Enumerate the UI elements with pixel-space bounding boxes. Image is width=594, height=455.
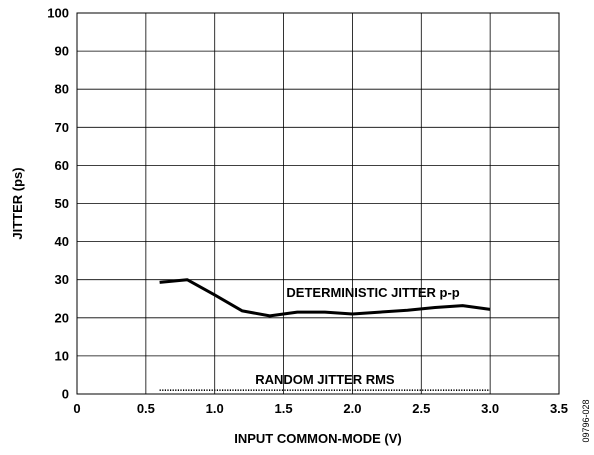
x-tick-label: 0: [73, 401, 80, 416]
annotation-random-jitter: RANDOM JITTER RMS: [255, 372, 395, 387]
y-tick-label: 20: [55, 310, 69, 325]
y-axis-title: JITTER (ps): [10, 167, 25, 239]
y-tick-label: 10: [55, 348, 69, 363]
y-tick-label: 0: [62, 387, 69, 402]
x-tick-label: 3.5: [550, 401, 568, 416]
y-tick-label: 70: [55, 120, 69, 135]
x-tick-label: 3.0: [481, 401, 499, 416]
x-tick-label: 1.0: [206, 401, 224, 416]
series-line-0: [159, 278, 491, 318]
y-tick-label: 40: [55, 234, 69, 249]
x-axis-title: INPUT COMMON-MODE (V): [234, 431, 402, 446]
x-tick-label: 2.0: [343, 401, 361, 416]
y-tick-label: 60: [55, 158, 69, 173]
x-tick-label: 1.5: [275, 401, 293, 416]
figure-id: 09796-028: [581, 399, 591, 442]
y-tick-label: 100: [47, 6, 69, 21]
y-tick-label: 90: [55, 44, 69, 59]
y-tick-label: 80: [55, 82, 69, 97]
y-tick-label: 30: [55, 272, 69, 287]
x-tick-label: 2.5: [412, 401, 430, 416]
x-tick-label: 0.5: [137, 401, 155, 416]
x-axis-ticks: 0 0.5 1.0 1.5 2.0 2.5 3.0 3.5: [73, 401, 568, 416]
plot-frame: [76, 12, 560, 395]
y-tick-label: 50: [55, 196, 69, 211]
series-lines: [159, 278, 491, 392]
grid: [77, 13, 559, 394]
y-axis-ticks: 0 10 20 30 40 50 60 70 80 90 100: [47, 6, 69, 402]
annotation-deterministic-jitter: DETERMINISTIC JITTER p-p: [286, 285, 459, 300]
